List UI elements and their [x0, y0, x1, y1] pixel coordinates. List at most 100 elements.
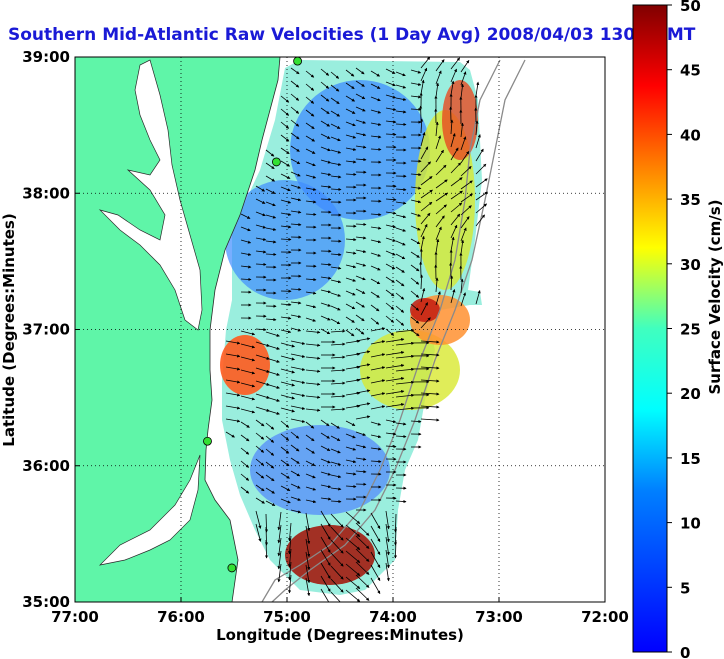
velocity-vector: [475, 191, 488, 201]
velocity-vector: [395, 266, 405, 273]
velocity-vector: [370, 551, 381, 569]
velocity-vector: [290, 483, 301, 489]
velocity-vector: [330, 329, 346, 333]
velocity-vector: [330, 149, 342, 154]
velocity-vector: [330, 266, 342, 270]
velocity-vector: [395, 434, 407, 439]
velocity-vector: [290, 340, 306, 345]
velocity-vector: [240, 382, 256, 388]
velocity-vector: [290, 470, 301, 477]
velocity-vector: [225, 366, 241, 371]
velocity-vector: [240, 447, 250, 455]
velocity-vector: [345, 484, 357, 489]
velocity-vector: [345, 420, 356, 426]
velocity-vector: [410, 419, 422, 424]
velocity-vector: [330, 565, 344, 580]
velocity-vector: [280, 329, 292, 334]
velocity-vector: [370, 525, 381, 543]
velocity-vector: [255, 432, 265, 440]
velocity-vector: [265, 252, 277, 257]
velocity-vector: [265, 357, 280, 363]
velocity-vector: [460, 71, 467, 86]
velocity-vector: [305, 460, 316, 466]
velocity-vector: [395, 499, 407, 504]
velocity-vector: [420, 302, 428, 316]
velocity-vector: [255, 262, 267, 267]
velocity-vector: [435, 226, 442, 241]
velocity-vector: [330, 318, 341, 325]
velocity-vector: [395, 227, 407, 232]
velocity-vector: [395, 214, 407, 219]
velocity-vector: [385, 68, 396, 74]
velocity-vector: [265, 317, 277, 322]
colorbar-tick-label: 30: [680, 256, 701, 274]
velocity-vector: [435, 59, 445, 72]
velocity-vector: [330, 162, 342, 166]
velocity-vector: [355, 522, 370, 536]
velocity-vector: [255, 484, 265, 492]
velocity-vector: [395, 305, 405, 313]
velocity-vector: [320, 262, 332, 267]
velocity-vector: [385, 523, 390, 543]
velocity-vector: [305, 512, 311, 532]
fast-zone-far-north: [442, 80, 478, 160]
velocity-vector: [330, 513, 344, 528]
velocity-vector: [290, 197, 302, 202]
velocity-vector: [420, 392, 440, 396]
velocity-vector: [385, 432, 397, 436]
velocity-vector: [265, 422, 275, 430]
velocity-vector: [265, 240, 277, 244]
low-speed-core-mid: [225, 180, 345, 300]
velocity-vector: [290, 210, 302, 214]
velocity-vector: [345, 576, 361, 589]
velocity-vector: [305, 577, 311, 597]
velocity-vector: [240, 460, 250, 468]
velocity-vector: [305, 447, 315, 454]
velocity-vector: [385, 132, 397, 137]
velocity-vector: [385, 536, 390, 556]
velocity-vector: [410, 264, 420, 272]
velocity-vector: [420, 131, 426, 147]
velocity-vector: [345, 69, 355, 77]
velocity-vector: [370, 392, 386, 397]
velocity-vector: [460, 278, 464, 294]
velocity-vector: [320, 549, 331, 566]
velocity-vector: [355, 415, 371, 420]
velocity-vector: [240, 486, 250, 494]
velocity-vector: [330, 474, 342, 479]
velocity-vector: [385, 390, 405, 395]
velocity-vector: [280, 121, 290, 129]
velocity-vector: [255, 510, 262, 529]
velocity-vector: [330, 368, 346, 372]
velocity-vector: [290, 366, 306, 371]
velocity-vector: [305, 330, 321, 334]
velocity-vector: [385, 81, 396, 87]
velocity-vector: [420, 118, 424, 134]
velocity-vector: [345, 537, 361, 550]
velocity-vector: [330, 499, 342, 504]
velocity-vector: [280, 95, 290, 103]
velocity-vector: [355, 535, 370, 549]
velocity-vector: [305, 369, 321, 373]
velocity-vector: [320, 458, 331, 464]
velocity-vector: [395, 240, 406, 246]
velocity-vector: [330, 355, 346, 359]
velocity-vector: [410, 172, 422, 177]
velocity-vector: [355, 106, 366, 112]
velocity-vector: [290, 67, 300, 75]
colorbar-tick-label: 0: [680, 644, 690, 659]
velocity-vector: [255, 497, 265, 504]
velocity-vector: [240, 226, 251, 232]
velocity-vector: [355, 67, 365, 75]
velocity-vector: [345, 329, 355, 337]
colorbar-tick-label: 25: [680, 321, 701, 339]
velocity-vector: [320, 81, 330, 89]
velocity-vector: [330, 292, 342, 297]
velocity-vector: [345, 550, 361, 563]
velocity-vector: [355, 249, 367, 254]
velocity-vector: [305, 187, 317, 191]
x-axis-label: Longitude (Degrees:Minutes): [216, 626, 464, 644]
grid-lines: [75, 57, 605, 602]
velocity-vector: [330, 279, 342, 284]
